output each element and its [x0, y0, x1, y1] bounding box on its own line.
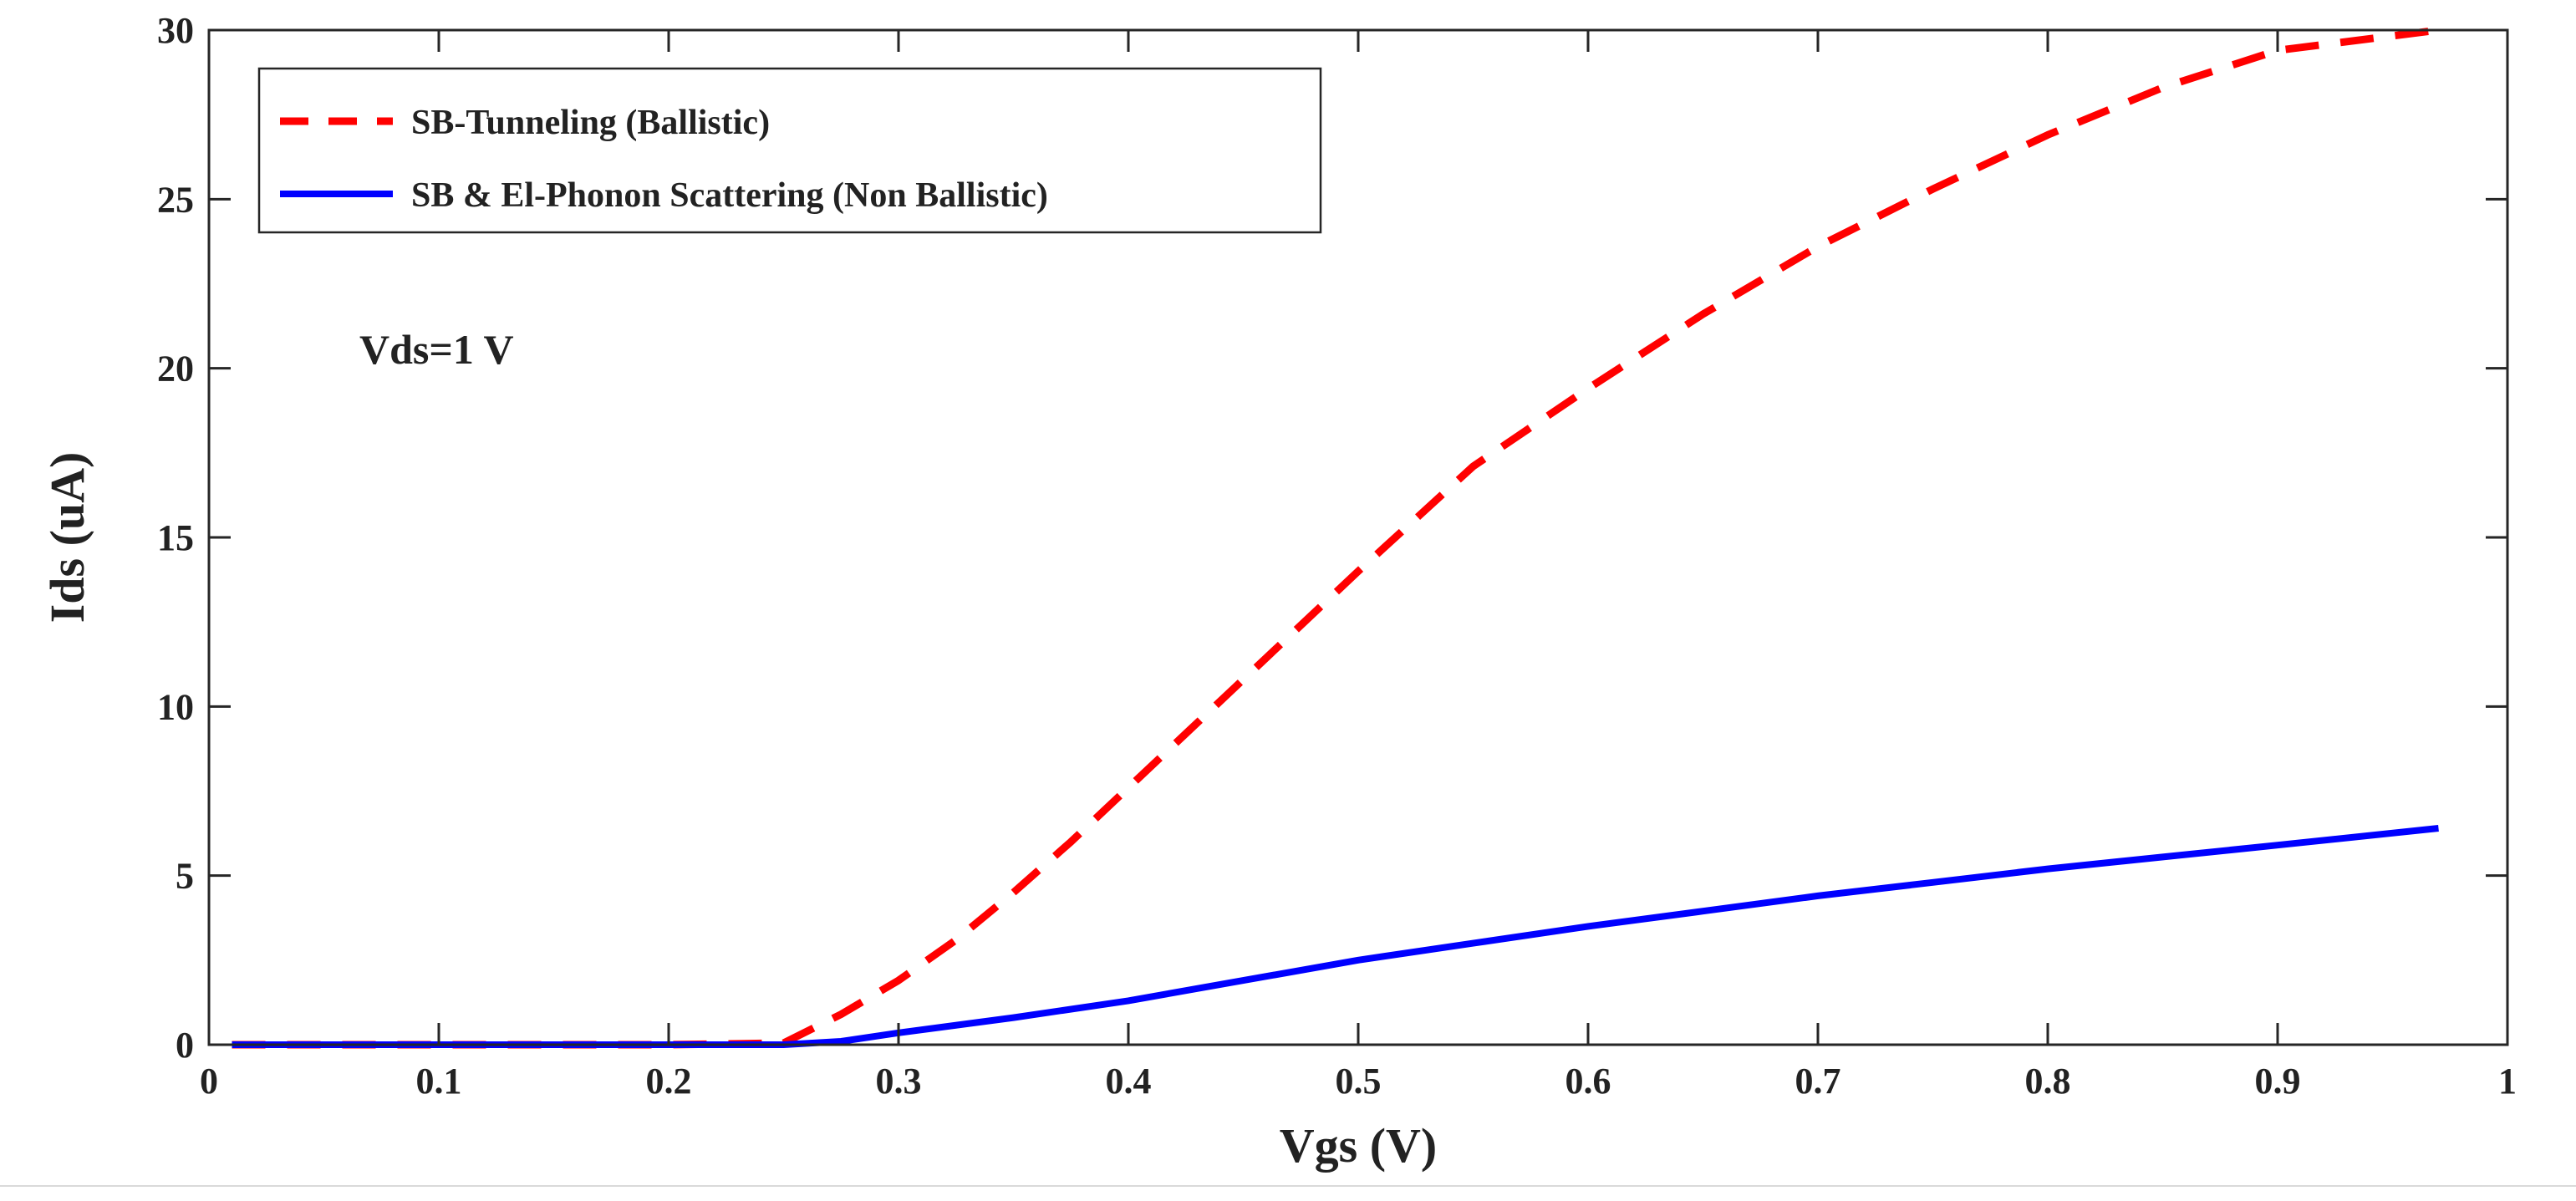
y-tick-label: 15: [157, 517, 194, 558]
x-tick-label: 0.7: [1795, 1061, 1841, 1102]
y-tick-label: 10: [157, 686, 194, 727]
y-tick-label: 0: [176, 1025, 194, 1066]
x-tick-label: 0.3: [876, 1061, 922, 1102]
x-tick-label: 0.5: [1336, 1061, 1382, 1102]
bottom-divider: [0, 1185, 2576, 1187]
legend-label-non-ballistic: SB & El-Phonon Scattering (Non Ballistic…: [411, 176, 1048, 215]
x-tick-label: 0.4: [1106, 1061, 1152, 1102]
legend-box: [257, 67, 1322, 234]
series-line-ballistic: [232, 26, 2440, 1049]
x-tick-label: 0.9: [2255, 1061, 2301, 1102]
x-tick-label: 0.1: [416, 1061, 462, 1102]
x-tick-label: 0.6: [1565, 1061, 1611, 1102]
y-tick-label: 20: [157, 349, 194, 389]
x-tick-label: 0.2: [646, 1061, 692, 1102]
vds-annotation: Vds=1 V: [359, 326, 514, 373]
x-tick-label: 0.8: [2025, 1061, 2071, 1102]
x-axis-label: Vgs (V): [1280, 1118, 1437, 1173]
x-tick-label: 1: [2498, 1061, 2517, 1102]
x-tick-label: 0: [200, 1061, 218, 1102]
y-axis-label: Ids (uA): [40, 452, 94, 623]
y-tick-label: 30: [157, 10, 194, 51]
legend: SB-Tunneling (Ballistic) SB & El-Phonon …: [257, 67, 1322, 234]
y-tick-label: 25: [157, 179, 194, 220]
legend-label-ballistic: SB-Tunneling (Ballistic): [411, 104, 770, 142]
y-tick-label: 5: [176, 856, 194, 897]
